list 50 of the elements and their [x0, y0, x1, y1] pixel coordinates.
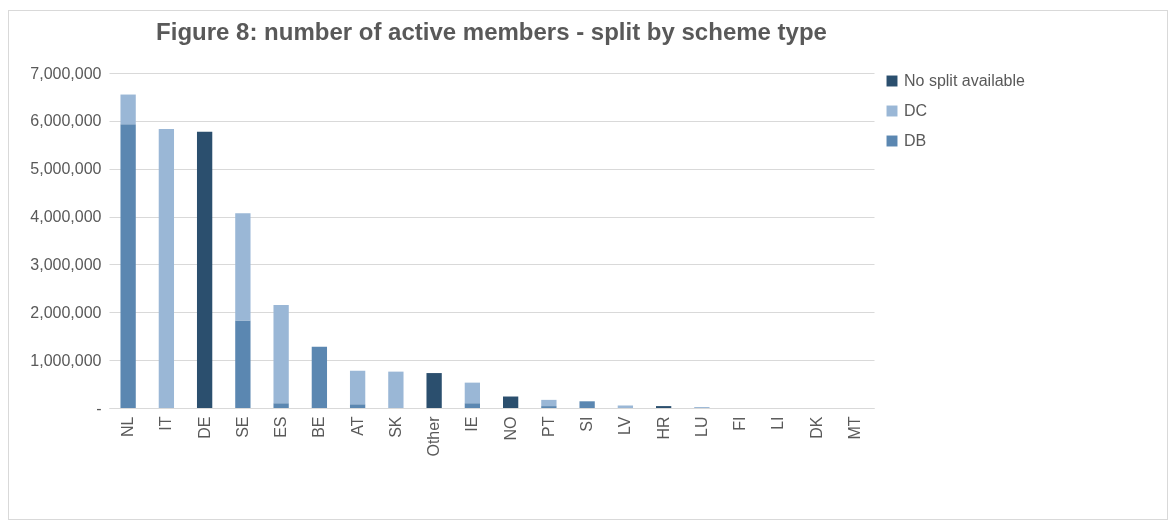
bar	[349, 404, 366, 408]
x-tick-label: IT	[157, 416, 175, 431]
bar	[273, 305, 289, 404]
bar	[349, 370, 366, 405]
bar	[464, 382, 481, 404]
y-tick-label: 3,000,000	[30, 255, 102, 273]
chart-title: Figure 8: number of active members - split by scheme type	[156, 18, 827, 45]
x-tick-label: NL	[119, 416, 137, 437]
bar	[273, 403, 289, 408]
y-tick-label: 7,000,000	[30, 64, 102, 82]
y-tick-label: 1,000,000	[30, 351, 102, 369]
x-tick-label: MT	[845, 416, 863, 440]
bar	[235, 213, 251, 321]
bar	[196, 131, 213, 408]
x-tick-label: BE	[310, 416, 328, 438]
x-tick-label: DE	[195, 416, 213, 439]
x-tick-label: LU	[692, 416, 710, 437]
x-tick-label: PT	[539, 416, 557, 437]
bar	[120, 94, 136, 125]
bar	[579, 401, 595, 408]
bar	[426, 373, 442, 408]
legend-label: No split available	[904, 72, 1026, 89]
x-tick-label: DK	[807, 416, 825, 439]
x-tick-label: SE	[233, 416, 251, 438]
bar	[464, 403, 481, 408]
y-tick-label: 4,000,000	[30, 208, 102, 226]
bar	[388, 371, 404, 408]
y-tick-label: 5,000,000	[30, 160, 102, 178]
y-tick-label: 2,000,000	[30, 303, 102, 321]
x-tick-label: LI	[769, 416, 787, 430]
x-tick-label: ES	[272, 416, 290, 438]
x-tick-label: Other	[425, 415, 443, 457]
bar	[120, 124, 136, 408]
bar	[235, 320, 251, 408]
legend-label: DC	[904, 102, 928, 119]
y-tick-label: -	[96, 399, 102, 417]
legend-label: DB	[904, 132, 927, 149]
bar	[541, 399, 557, 407]
x-tick-label: IE	[463, 416, 481, 432]
bar	[311, 346, 328, 408]
x-tick-label: NO	[501, 416, 519, 441]
bar	[158, 128, 175, 408]
y-tick-label: 6,000,000	[30, 112, 102, 130]
x-tick-label: LV	[616, 416, 634, 435]
x-tick-label: SK	[386, 416, 404, 438]
bar	[502, 396, 519, 408]
x-tick-label: HR	[654, 416, 672, 440]
x-tick-label: FI	[731, 416, 749, 431]
x-tick-label: AT	[348, 416, 366, 436]
x-tick-label: SI	[578, 416, 596, 432]
